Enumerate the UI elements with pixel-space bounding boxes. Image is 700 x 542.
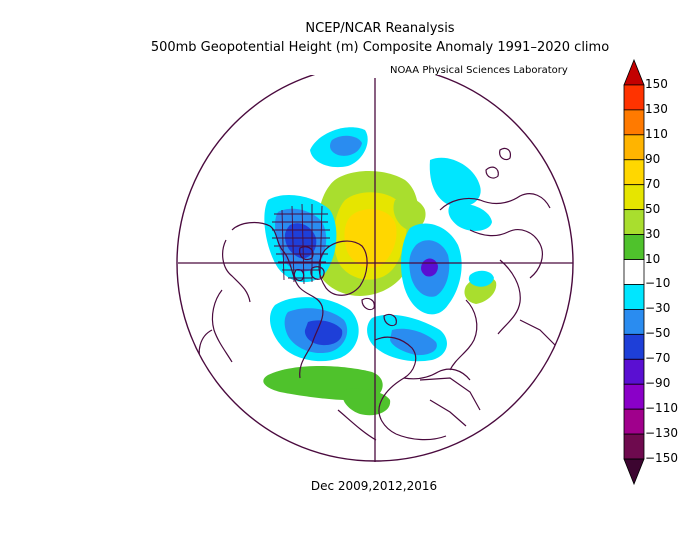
colorbar-cell (623, 234, 645, 260)
colorbar-cell (623, 333, 645, 360)
colorbar-cell (623, 408, 645, 435)
colorbar-tick-label: 110 (645, 126, 668, 141)
chart-title: NCEP/NCAR Reanalysis (305, 21, 455, 36)
colorbar-cell (623, 58, 645, 86)
colorbar-cell (623, 184, 645, 211)
anomaly-negative-siberia2 (448, 203, 492, 231)
credit-label: NOAA Physical Sciences Laboratory (390, 65, 568, 76)
hatch-canada (272, 203, 330, 285)
colorbar-cell (623, 458, 645, 486)
colorbar-tick-label: −30 (645, 301, 671, 316)
colorbar-cell (623, 134, 645, 161)
anomaly-negative-europe-mid (390, 328, 437, 356)
colorbar-tick-label: 50 (645, 201, 661, 216)
colorbar-cell (623, 84, 645, 111)
anomaly-positive-peak (344, 209, 397, 268)
chart-subtitle: 500mb Geopotential Height (m) Composite … (150, 40, 610, 55)
colorbar-tick-label: 90 (645, 151, 661, 166)
colorbar-cell (623, 383, 645, 410)
colorbar-tick-label: −70 (645, 351, 671, 366)
anomaly-positive-sib (393, 197, 426, 231)
colorbar-tick-label: −130 (645, 426, 678, 441)
colorbar-cell (623, 209, 645, 235)
colorbar-tick-label: 150 (645, 76, 668, 91)
anomaly-positive-africa (342, 388, 391, 416)
date-caption: Dec 2009,2012,2016 (310, 479, 438, 493)
colorbar-tick-label: −150 (645, 451, 678, 466)
colorbar-cell (623, 433, 645, 460)
colorbar-cell (623, 159, 645, 186)
colorbar-cell (623, 358, 645, 385)
polar-map (176, 75, 574, 462)
colorbar (623, 58, 645, 486)
colorbar-tick-label: 130 (645, 101, 668, 116)
anomaly-negative-siberia (429, 157, 481, 207)
colorbar-tick-label: −90 (645, 376, 671, 391)
map-boundary (176, 75, 574, 462)
colorbar-cell (623, 284, 645, 310)
colorbar-tick-label: 70 (645, 176, 661, 191)
colorbar-cell (623, 259, 645, 285)
colorbar-tick-label: −50 (645, 326, 671, 341)
colorbar-tick-label: 10 (645, 251, 661, 266)
anomaly-negative-small-se (468, 270, 494, 287)
colorbar-tick-label: −10 (645, 276, 671, 291)
colorbar-tick-label: −110 (645, 401, 678, 416)
colorbar-cell (623, 309, 645, 335)
colorbar-cell (623, 109, 645, 136)
anomaly-negative-top-core (330, 135, 362, 156)
colorbar-tick-label: 30 (645, 226, 661, 241)
